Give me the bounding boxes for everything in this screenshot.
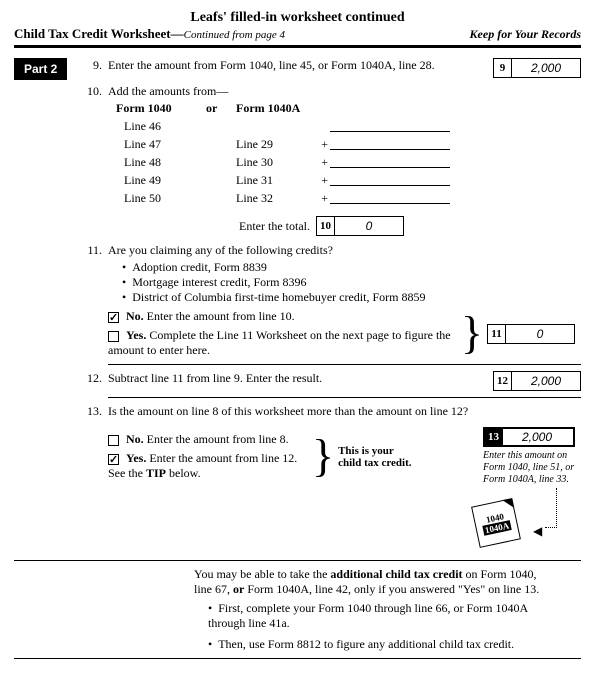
field-13-caption: Enter this amount on Form 1040, line 51,… [483,450,575,486]
field-11: 11 0 [487,324,575,344]
field-11-num: 11 [488,325,506,343]
blank-line [330,192,450,204]
continued-text: Continued from page 4 [184,29,285,41]
footer-p1or: or [233,582,244,596]
field-9-num: 9 [494,59,512,77]
q11-yes-checkbox[interactable] [108,331,119,342]
q13-yes-label: Yes. [126,451,146,465]
blank-line [330,174,450,186]
blank-line [330,138,450,150]
field-12: 12 2,000 [493,371,581,391]
field-13-num: 13 [485,429,503,445]
field-10-value: 0 [335,217,403,235]
line-10-lead: Add the amounts from— [108,84,575,99]
line-num-12: 12. [84,371,108,386]
q10-r3b: Line 31 [236,173,316,188]
q10-or: or [206,101,236,116]
q10-r1b: Line 29 [236,137,316,152]
q10-r2b: Line 30 [236,155,316,170]
footer-b2: Then, use Form 8812 to figure any additi… [208,637,551,652]
worksheet-name: Child Tax Credit Worksheet— [14,26,184,41]
line-11: 11. Are you claiming any of the followin… [84,243,581,358]
field-10-num: 10 [317,217,335,235]
q13-yes-checkbox[interactable] [108,454,119,465]
brace-icon: } [308,440,338,472]
footer-p1d: Form 1040A, line 42, only if you answere… [244,582,539,596]
line-9-text: Enter the amount from Form 1040, line 45… [108,58,493,73]
q10-r4b: Line 32 [236,191,316,206]
footer-p1b: additional child tax credit [330,567,462,581]
blank-line [330,156,450,168]
q13-no-text: Enter the amount from line 8. [144,432,289,446]
q11-no-text: Enter the amount from line 10. [144,309,295,323]
brace-icon: } [457,317,487,349]
footer-p1a: You may be able to take the [194,567,330,581]
part-badge: Part 2 [14,58,67,80]
q10-r2a: Line 48 [116,155,206,170]
field-12-num: 12 [494,372,512,390]
rule [14,560,581,561]
field-13: 13 2,000 [483,427,575,447]
q10-total-label: Enter the total. [236,219,316,234]
q11-b1: Mortgage interest credit, Form 8396 [122,275,575,290]
arrow-head-icon: ◀ [533,524,542,539]
q10-col1-head: Form 1040 [116,101,206,116]
q13-no-label: No. [126,432,144,446]
field-12-value: 2,000 [512,372,580,390]
q11-bullets: Adoption credit, Form 8839 Mortgage inte… [122,260,575,305]
rule [108,397,581,398]
q11-no-label: No. [126,309,144,323]
line-num-10: 10. [84,84,108,99]
line-num-13: 13. [84,404,108,419]
q10-r4a: Line 50 [116,191,206,206]
q11-b2: District of Columbia first-time homebuye… [122,290,575,305]
q11-no-checkbox[interactable] [108,312,119,323]
q10-col2-head: Form 1040A [236,101,316,116]
footer-b1: First, complete your Form 1040 through l… [208,601,551,631]
q11-b0: Adoption credit, Form 8839 [122,260,575,275]
blank-line [330,120,450,132]
credit-note-2: child tax credit. [338,457,428,469]
field-13-value: 2,000 [503,429,571,445]
q10-r1a: Line 47 [116,137,206,152]
q13-tip: TIP [146,466,166,480]
q13-yes-text-2: below. [166,466,201,480]
subheader: Child Tax Credit Worksheet—Continued fro… [14,26,581,42]
line-9: 9. Enter the amount from Form 1040, line… [84,58,581,78]
rule-bottom [14,658,581,659]
line-11-lead: Are you claiming any of the following cr… [108,243,575,258]
field-11-value: 0 [506,325,574,343]
keep-records: Keep for Your Records [470,27,581,42]
line-12-text: Subtract line 11 from line 9. Enter the … [108,371,493,386]
footer-block: You may be able to take the additional c… [194,567,551,652]
page-title: Leafs' filled-in worksheet continued [14,10,581,26]
line-10: 10. Add the amounts from— Form 1040 or F… [84,84,581,235]
rule-top [14,45,581,48]
field-10: 10 0 [316,216,404,236]
field-9: 9 2,000 [493,58,581,78]
line-13: 13. Is the amount on line 8 of this work… [84,404,581,548]
q13-no-checkbox[interactable] [108,435,119,446]
q11-yes-text: Complete the Line 11 Worksheet on the ne… [108,328,451,357]
line-12: 12. Subtract line 11 from line 9. Enter … [84,371,581,391]
field-9-value: 2,000 [512,59,580,77]
dotted-arrow [545,488,557,528]
rule [108,364,581,365]
q11-yes-label: Yes. [126,328,146,342]
line-num-11: 11. [84,243,108,258]
credit-note-1: This is your [338,445,428,457]
q10-r0a: Line 46 [116,119,206,134]
line-13-lead: Is the amount on line 8 of this workshee… [108,404,575,419]
form-1040-icon: 1040 1040A [471,498,521,548]
q10-r3a: Line 49 [116,173,206,188]
line-num-9: 9. [84,58,108,73]
